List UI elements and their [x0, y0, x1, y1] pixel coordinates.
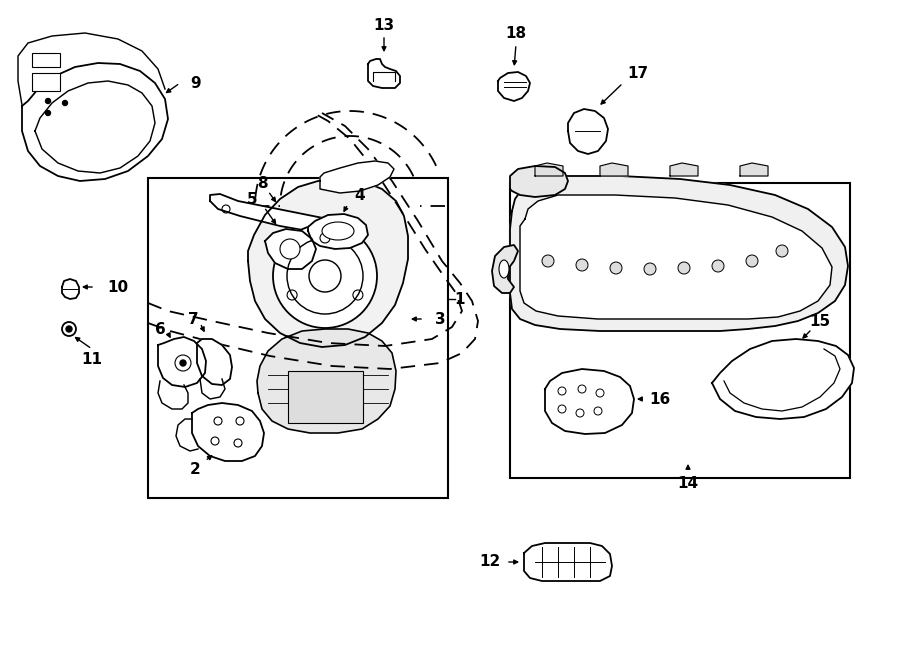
- Text: 11: 11: [82, 352, 103, 366]
- Text: 9: 9: [191, 75, 202, 91]
- Polygon shape: [158, 381, 188, 409]
- Circle shape: [644, 263, 656, 275]
- Circle shape: [280, 239, 300, 259]
- Polygon shape: [535, 163, 563, 176]
- Text: 7: 7: [188, 311, 198, 327]
- Circle shape: [180, 360, 186, 366]
- Text: 10: 10: [107, 280, 129, 295]
- Circle shape: [610, 262, 622, 274]
- Ellipse shape: [499, 260, 509, 278]
- Polygon shape: [545, 369, 634, 434]
- Polygon shape: [192, 403, 264, 461]
- Bar: [510, 183, 850, 478]
- Text: 15: 15: [809, 313, 831, 329]
- Polygon shape: [257, 329, 396, 433]
- Text: 14: 14: [678, 475, 698, 490]
- Polygon shape: [492, 245, 518, 293]
- Polygon shape: [197, 339, 232, 385]
- Polygon shape: [176, 419, 198, 451]
- Bar: [32, 73, 60, 91]
- Circle shape: [287, 238, 363, 314]
- Polygon shape: [210, 194, 355, 237]
- Ellipse shape: [322, 222, 354, 240]
- Circle shape: [542, 255, 554, 267]
- Text: 13: 13: [374, 17, 394, 32]
- Circle shape: [62, 100, 68, 106]
- Polygon shape: [342, 229, 360, 246]
- Circle shape: [175, 355, 191, 371]
- Polygon shape: [740, 163, 768, 176]
- Bar: [148, 178, 448, 498]
- Polygon shape: [670, 163, 698, 176]
- Circle shape: [309, 260, 341, 292]
- Text: 18: 18: [506, 26, 526, 40]
- Text: 5: 5: [247, 192, 257, 206]
- Circle shape: [746, 255, 758, 267]
- Polygon shape: [320, 161, 394, 193]
- Polygon shape: [510, 166, 568, 197]
- Circle shape: [62, 322, 76, 336]
- Text: 2: 2: [190, 461, 201, 477]
- Text: 17: 17: [627, 65, 649, 81]
- Polygon shape: [712, 339, 854, 419]
- Circle shape: [678, 262, 690, 274]
- Text: 3: 3: [435, 311, 446, 327]
- Text: 8: 8: [256, 176, 267, 190]
- Polygon shape: [248, 179, 408, 347]
- Circle shape: [273, 224, 377, 328]
- Polygon shape: [200, 379, 225, 399]
- Text: 1: 1: [454, 292, 465, 307]
- Polygon shape: [520, 195, 832, 319]
- Bar: [32, 53, 60, 67]
- Polygon shape: [308, 214, 368, 249]
- Circle shape: [46, 98, 50, 104]
- Circle shape: [712, 260, 724, 272]
- Text: 6: 6: [155, 321, 166, 336]
- Circle shape: [46, 110, 50, 116]
- Circle shape: [776, 245, 788, 257]
- Circle shape: [576, 259, 588, 271]
- Bar: [288, 371, 363, 423]
- Polygon shape: [600, 163, 628, 176]
- Polygon shape: [265, 229, 316, 269]
- Polygon shape: [510, 176, 848, 331]
- Polygon shape: [158, 337, 206, 387]
- Text: 16: 16: [650, 391, 670, 407]
- Text: 4: 4: [355, 188, 365, 202]
- Text: 12: 12: [480, 555, 500, 570]
- Circle shape: [66, 326, 72, 332]
